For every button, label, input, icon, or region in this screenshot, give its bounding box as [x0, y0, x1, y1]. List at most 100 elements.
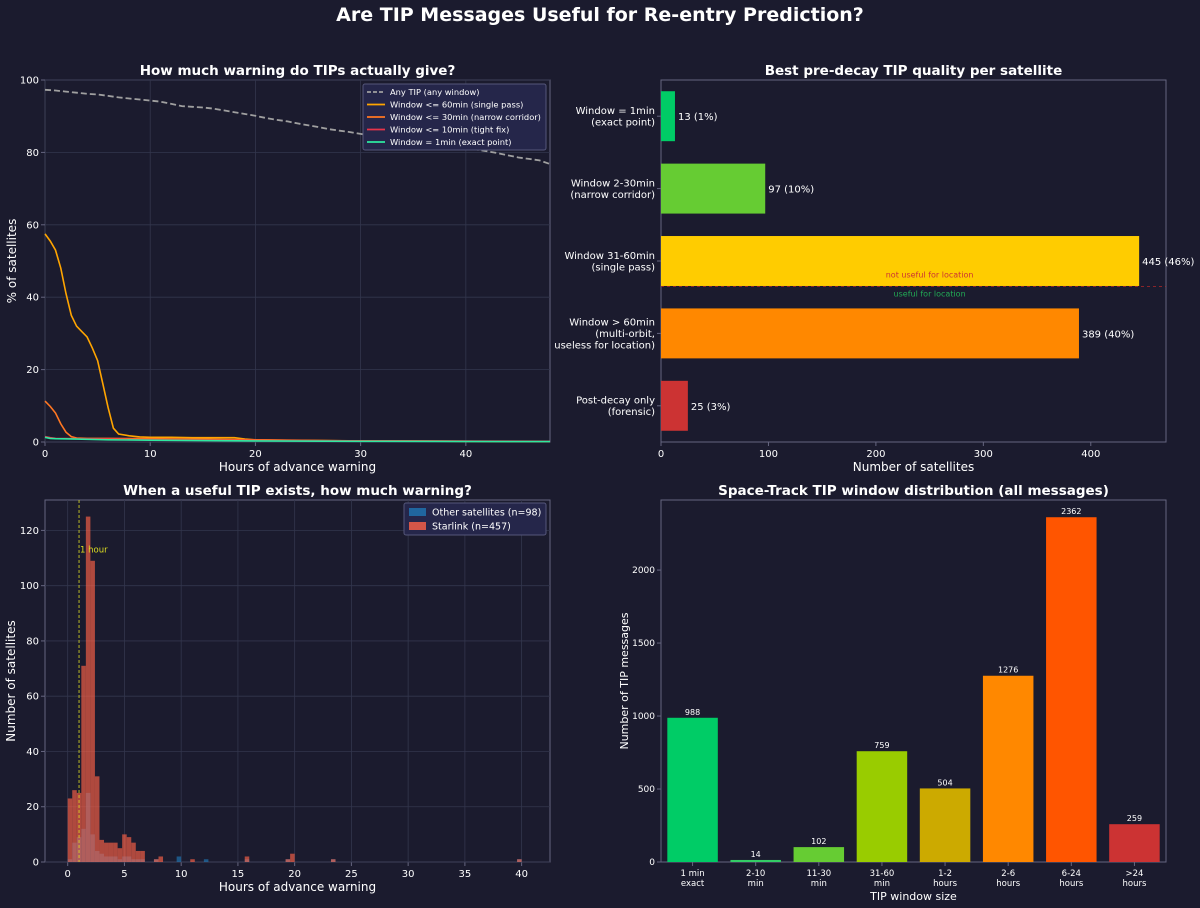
y-tick-label: 0: [33, 438, 39, 449]
hist-bar-series-1: [126, 837, 132, 862]
bar-value-label: 25 (3%): [691, 402, 731, 413]
category-label: Window 31-60min(single pass): [564, 251, 655, 274]
legend-box: [362, 83, 547, 151]
hist-bar-series-1: [117, 848, 123, 862]
warning-lines-title: How much warning do TIPs actually give?: [140, 63, 456, 79]
bar-value-label: 259: [1127, 814, 1142, 823]
hist-bar-series-1: [81, 665, 86, 862]
bar-6: [1046, 517, 1097, 862]
x-tick-label: 40: [515, 869, 528, 880]
svg-text:min: min: [748, 879, 764, 889]
tip-quality-title: Best pre-decay TIP quality per satellite: [765, 63, 1063, 79]
y-tick-label: 80: [26, 148, 39, 159]
y-tick-label: 0: [33, 858, 39, 869]
y-tick-label: 100: [20, 581, 39, 592]
y-tick-label: 80: [26, 636, 39, 647]
hist-bar-series-1: [290, 853, 295, 862]
x-tick-label: 0: [658, 449, 664, 460]
y-tick-label: 2000: [632, 566, 655, 576]
legend-swatch: [409, 508, 426, 516]
svg-text:1 min: 1 min: [680, 869, 704, 879]
y-tick-label: 1000: [632, 712, 655, 722]
legend-label: Other satellites (n=98): [432, 508, 541, 519]
legend-label: Starlink (n=457): [432, 522, 511, 533]
bar-0: [661, 91, 675, 142]
legend-label: Window <= 60min (single pass): [390, 100, 523, 110]
hist-bar-series-1: [135, 850, 141, 862]
hist-bar-series-1: [153, 859, 159, 862]
svg-text:hours: hours: [1122, 879, 1146, 889]
category-label: Window = 1min(exact point): [576, 106, 655, 129]
warning-histogram-frame: [44, 499, 551, 863]
svg-text:min: min: [874, 879, 890, 889]
y-tick-label: 1500: [632, 639, 655, 649]
x-axis-label: Hours of advance warning: [219, 460, 376, 474]
svg-text:Window = 1min: Window = 1min: [576, 106, 655, 117]
bar-value-label: 988: [685, 708, 700, 717]
hist-bar-series-1: [122, 834, 127, 862]
bar-0: [667, 717, 718, 862]
legend-box: [403, 502, 547, 536]
x-tick-label: 25: [345, 869, 358, 880]
hist-bar-series-1: [244, 856, 250, 862]
chart-warning-lines: 0 10 20 30 40 0 20 40 60 80 100 Any TIP (any window…: [5, 63, 551, 474]
y-tick-label: 0: [649, 858, 655, 868]
svg-text:6-24: 6-24: [1062, 869, 1081, 879]
bar-value-label: 389 (40%): [1082, 329, 1134, 340]
svg-text:31-60: 31-60: [870, 869, 895, 879]
bar-1: [661, 163, 766, 214]
x-tick-label: 400: [1081, 449, 1100, 460]
svg-text:2-6: 2-6: [1001, 869, 1015, 879]
hist-bar-series-1: [85, 516, 91, 862]
category-label: 2-10min: [746, 869, 765, 889]
bar-1: [730, 859, 781, 862]
divider-label-upper: not useful for location: [886, 270, 974, 279]
bar-3: [661, 308, 1079, 359]
x-tick-label: 30: [402, 869, 415, 880]
svg-text:(forensic): (forensic): [608, 407, 655, 418]
hist-bar-series-1: [517, 859, 522, 862]
svg-text:Window > 60min: Window > 60min: [569, 317, 655, 328]
legend-label: Window <= 30min (narrow corridor): [390, 112, 541, 122]
svg-text:hours: hours: [933, 879, 957, 889]
chart-warning-histogram: 0 5 10 15 20 25 30 35 40 0 20 40 60 80 100 120 1 hour Oth…: [4, 483, 551, 894]
x-tick-label: 200: [866, 449, 885, 460]
x-tick-label: 300: [974, 449, 993, 460]
svg-text:>24: >24: [1125, 869, 1143, 879]
hist-bar-series-1: [72, 790, 77, 862]
x-tick-label: 30: [354, 449, 367, 460]
svg-text:1-2: 1-2: [938, 869, 952, 879]
y-axis-label: Number of TIP messages: [618, 612, 631, 749]
x-tick-label: 15: [232, 869, 245, 880]
bar-4: [919, 788, 971, 862]
window-distribution-title: Space-Track TIP window distribution (all…: [718, 483, 1109, 499]
hist-bar-series-1: [99, 839, 105, 862]
hist-bar-series-1: [113, 842, 118, 862]
legend-swatch: [409, 522, 426, 530]
x-tick-label: 35: [459, 869, 472, 880]
bar-value-label: 504: [937, 778, 952, 787]
y-tick-label: 60: [26, 220, 39, 231]
bar-value-label: 14: [751, 850, 761, 859]
bar-2: [661, 236, 1140, 286]
svg-text:11-30: 11-30: [806, 869, 831, 879]
x-tick-label: 0: [65, 869, 71, 880]
bar-3: [856, 751, 908, 862]
svg-text:useless for location): useless for location): [554, 340, 655, 351]
legend-label: Window <= 10min (tight fix): [390, 125, 509, 135]
svg-text:(multi-orbit,: (multi-orbit,: [595, 329, 655, 340]
hist-bar-series-1: [67, 798, 73, 862]
bar-7: [1109, 824, 1160, 862]
svg-text:2-10: 2-10: [746, 869, 765, 879]
bar-value-label: 445 (46%): [1142, 257, 1194, 268]
bar-5: [982, 675, 1034, 862]
svg-text:Window 2-30min: Window 2-30min: [571, 178, 655, 189]
x-tick-label: 40: [459, 449, 472, 460]
y-axis-label: % of satellites: [5, 219, 19, 304]
x-tick-label: 10: [175, 869, 188, 880]
hist-bar-series-1: [108, 842, 114, 862]
